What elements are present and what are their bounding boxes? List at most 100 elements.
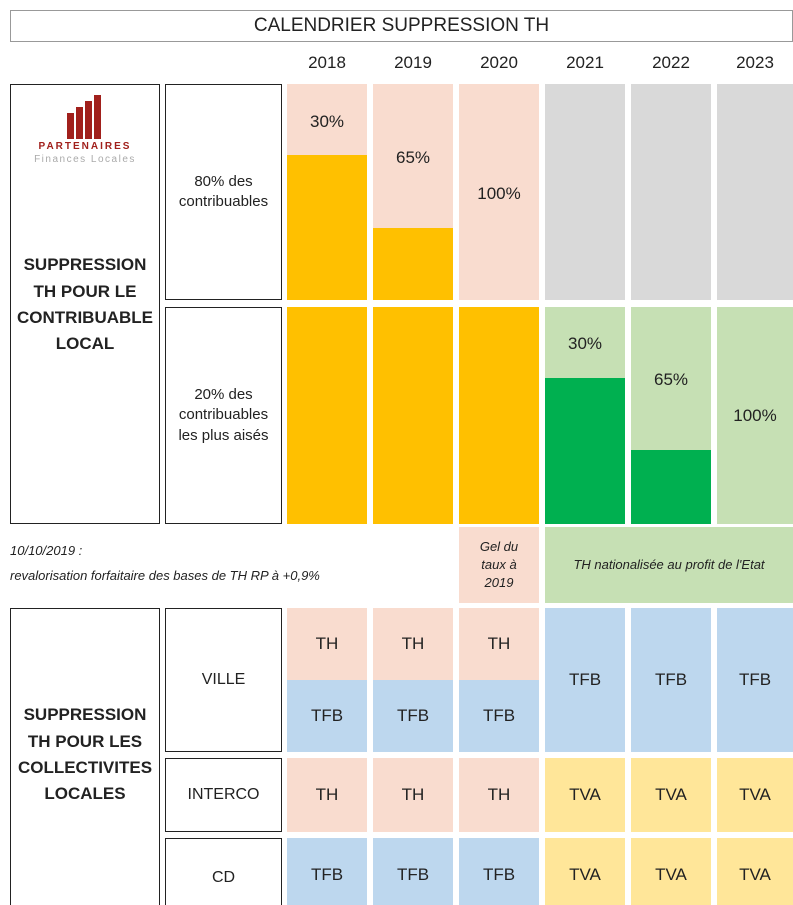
logo-bar bbox=[67, 113, 74, 139]
tax: TFB bbox=[631, 643, 711, 717]
row-box bbox=[165, 758, 282, 832]
cell bbox=[459, 307, 539, 524]
row-label-line: contribuables bbox=[178, 406, 269, 424]
tax-line: TVA bbox=[655, 784, 687, 804]
tax: TFB bbox=[373, 838, 453, 905]
section-label-line: TH POUR LES bbox=[27, 731, 143, 751]
section-label-line: LOCAL bbox=[55, 334, 115, 354]
row-box bbox=[165, 84, 282, 300]
year: 2021 bbox=[545, 44, 625, 82]
rate: 65% bbox=[373, 140, 453, 176]
row-label-line: INTERCO bbox=[187, 786, 260, 804]
rate: 100% bbox=[717, 398, 793, 434]
logo-tagline-line: Finances Locales bbox=[34, 154, 136, 166]
year: 2020 bbox=[459, 44, 539, 82]
tax: TH bbox=[373, 608, 453, 680]
freeze-text-line: taux à bbox=[481, 556, 517, 572]
cell bbox=[287, 307, 367, 524]
tax: TVA bbox=[545, 758, 625, 832]
freeze-text-line: 2019 bbox=[484, 575, 514, 591]
row-label: INTERCO bbox=[165, 758, 282, 832]
year-line: 2018 bbox=[308, 52, 346, 72]
cell bbox=[373, 307, 453, 524]
tax-line: TFB bbox=[310, 864, 344, 884]
year-line: 2021 bbox=[566, 52, 604, 72]
progress-fill bbox=[631, 450, 711, 524]
tax-line: TH bbox=[401, 784, 425, 804]
tax: TVA bbox=[631, 758, 711, 832]
cell bbox=[287, 608, 367, 680]
tax: TVA bbox=[717, 838, 793, 905]
cell bbox=[459, 84, 539, 300]
tax: TFB bbox=[717, 643, 793, 717]
tax: TFB bbox=[287, 680, 367, 752]
row-label-line: les plus aisés bbox=[178, 426, 269, 444]
cell bbox=[545, 84, 625, 300]
section-label-line: COLLECTIVITES bbox=[17, 758, 153, 777]
tax-line: TH bbox=[401, 633, 425, 653]
title: CALENDRIER SUPPRESSION TH bbox=[10, 10, 793, 42]
cell bbox=[459, 838, 539, 905]
cell bbox=[717, 758, 793, 832]
freeze-box bbox=[459, 527, 539, 603]
year: 2018 bbox=[287, 44, 367, 82]
tax-line: TFB bbox=[738, 669, 772, 689]
tax: TFB bbox=[545, 643, 625, 717]
tax: TFB bbox=[459, 680, 539, 752]
cell bbox=[287, 680, 367, 752]
row-label: CD bbox=[165, 838, 282, 905]
tax-line: TFB bbox=[310, 705, 344, 725]
logo-name: PARTENAIRES bbox=[10, 140, 160, 154]
rate-line: 65% bbox=[653, 369, 689, 389]
tax: TH bbox=[287, 608, 367, 680]
logo-name-line: PARTENAIRES bbox=[38, 141, 132, 153]
section-box bbox=[10, 608, 160, 905]
tax-line: TFB bbox=[396, 864, 430, 884]
cell bbox=[287, 758, 367, 832]
rate-line: 30% bbox=[309, 111, 345, 131]
note-date-line: 10/10/2019 : bbox=[10, 543, 83, 559]
section-label: SUPPRESSION TH POUR LES COLLECTIVITES LOCAL… bbox=[10, 690, 160, 820]
tax-line: TH bbox=[315, 784, 339, 804]
row-label-line: CD bbox=[211, 869, 236, 887]
tax: TH bbox=[459, 608, 539, 680]
cell bbox=[459, 758, 539, 832]
cell bbox=[631, 758, 711, 832]
rate: 30% bbox=[287, 104, 367, 140]
rate: 65% bbox=[631, 362, 711, 398]
title-bar bbox=[10, 10, 793, 42]
year: 2023 bbox=[717, 44, 793, 82]
tax: TFB bbox=[287, 838, 367, 905]
row-box bbox=[165, 307, 282, 524]
tax-line: TVA bbox=[569, 864, 601, 884]
progress-fill bbox=[545, 378, 625, 524]
row-label-line: VILLE bbox=[201, 671, 246, 689]
cell bbox=[717, 307, 793, 524]
row-label: 80% des contribuables bbox=[165, 84, 282, 300]
freeze-text-line: Gel du bbox=[479, 538, 519, 554]
section-label-line: SUPPRESSION bbox=[23, 705, 147, 725]
year: 2019 bbox=[373, 44, 453, 82]
tax-line: TH bbox=[487, 633, 511, 653]
row-box bbox=[165, 608, 282, 752]
tax-line: TVA bbox=[739, 784, 771, 804]
national-box bbox=[545, 527, 793, 603]
rate: 100% bbox=[459, 176, 539, 212]
national-text-line: TH nationalisée au profit de l'Etat bbox=[573, 557, 765, 573]
logo-bar bbox=[76, 107, 83, 139]
cell bbox=[373, 838, 453, 905]
tax-line: TFB bbox=[396, 705, 430, 725]
cell bbox=[545, 838, 625, 905]
tax-line: TH bbox=[315, 633, 339, 653]
cell bbox=[373, 680, 453, 752]
rate-line: 100% bbox=[733, 405, 777, 425]
tax-line: TVA bbox=[569, 784, 601, 804]
section-label-line: TH POUR LE bbox=[33, 281, 137, 301]
tax-line: TFB bbox=[482, 864, 516, 884]
rate: 30% bbox=[545, 326, 625, 362]
logo-bar bbox=[94, 95, 101, 139]
tax-line: TVA bbox=[739, 864, 771, 884]
section-label-line: LOCALES bbox=[44, 784, 126, 804]
tax: TH bbox=[459, 758, 539, 832]
